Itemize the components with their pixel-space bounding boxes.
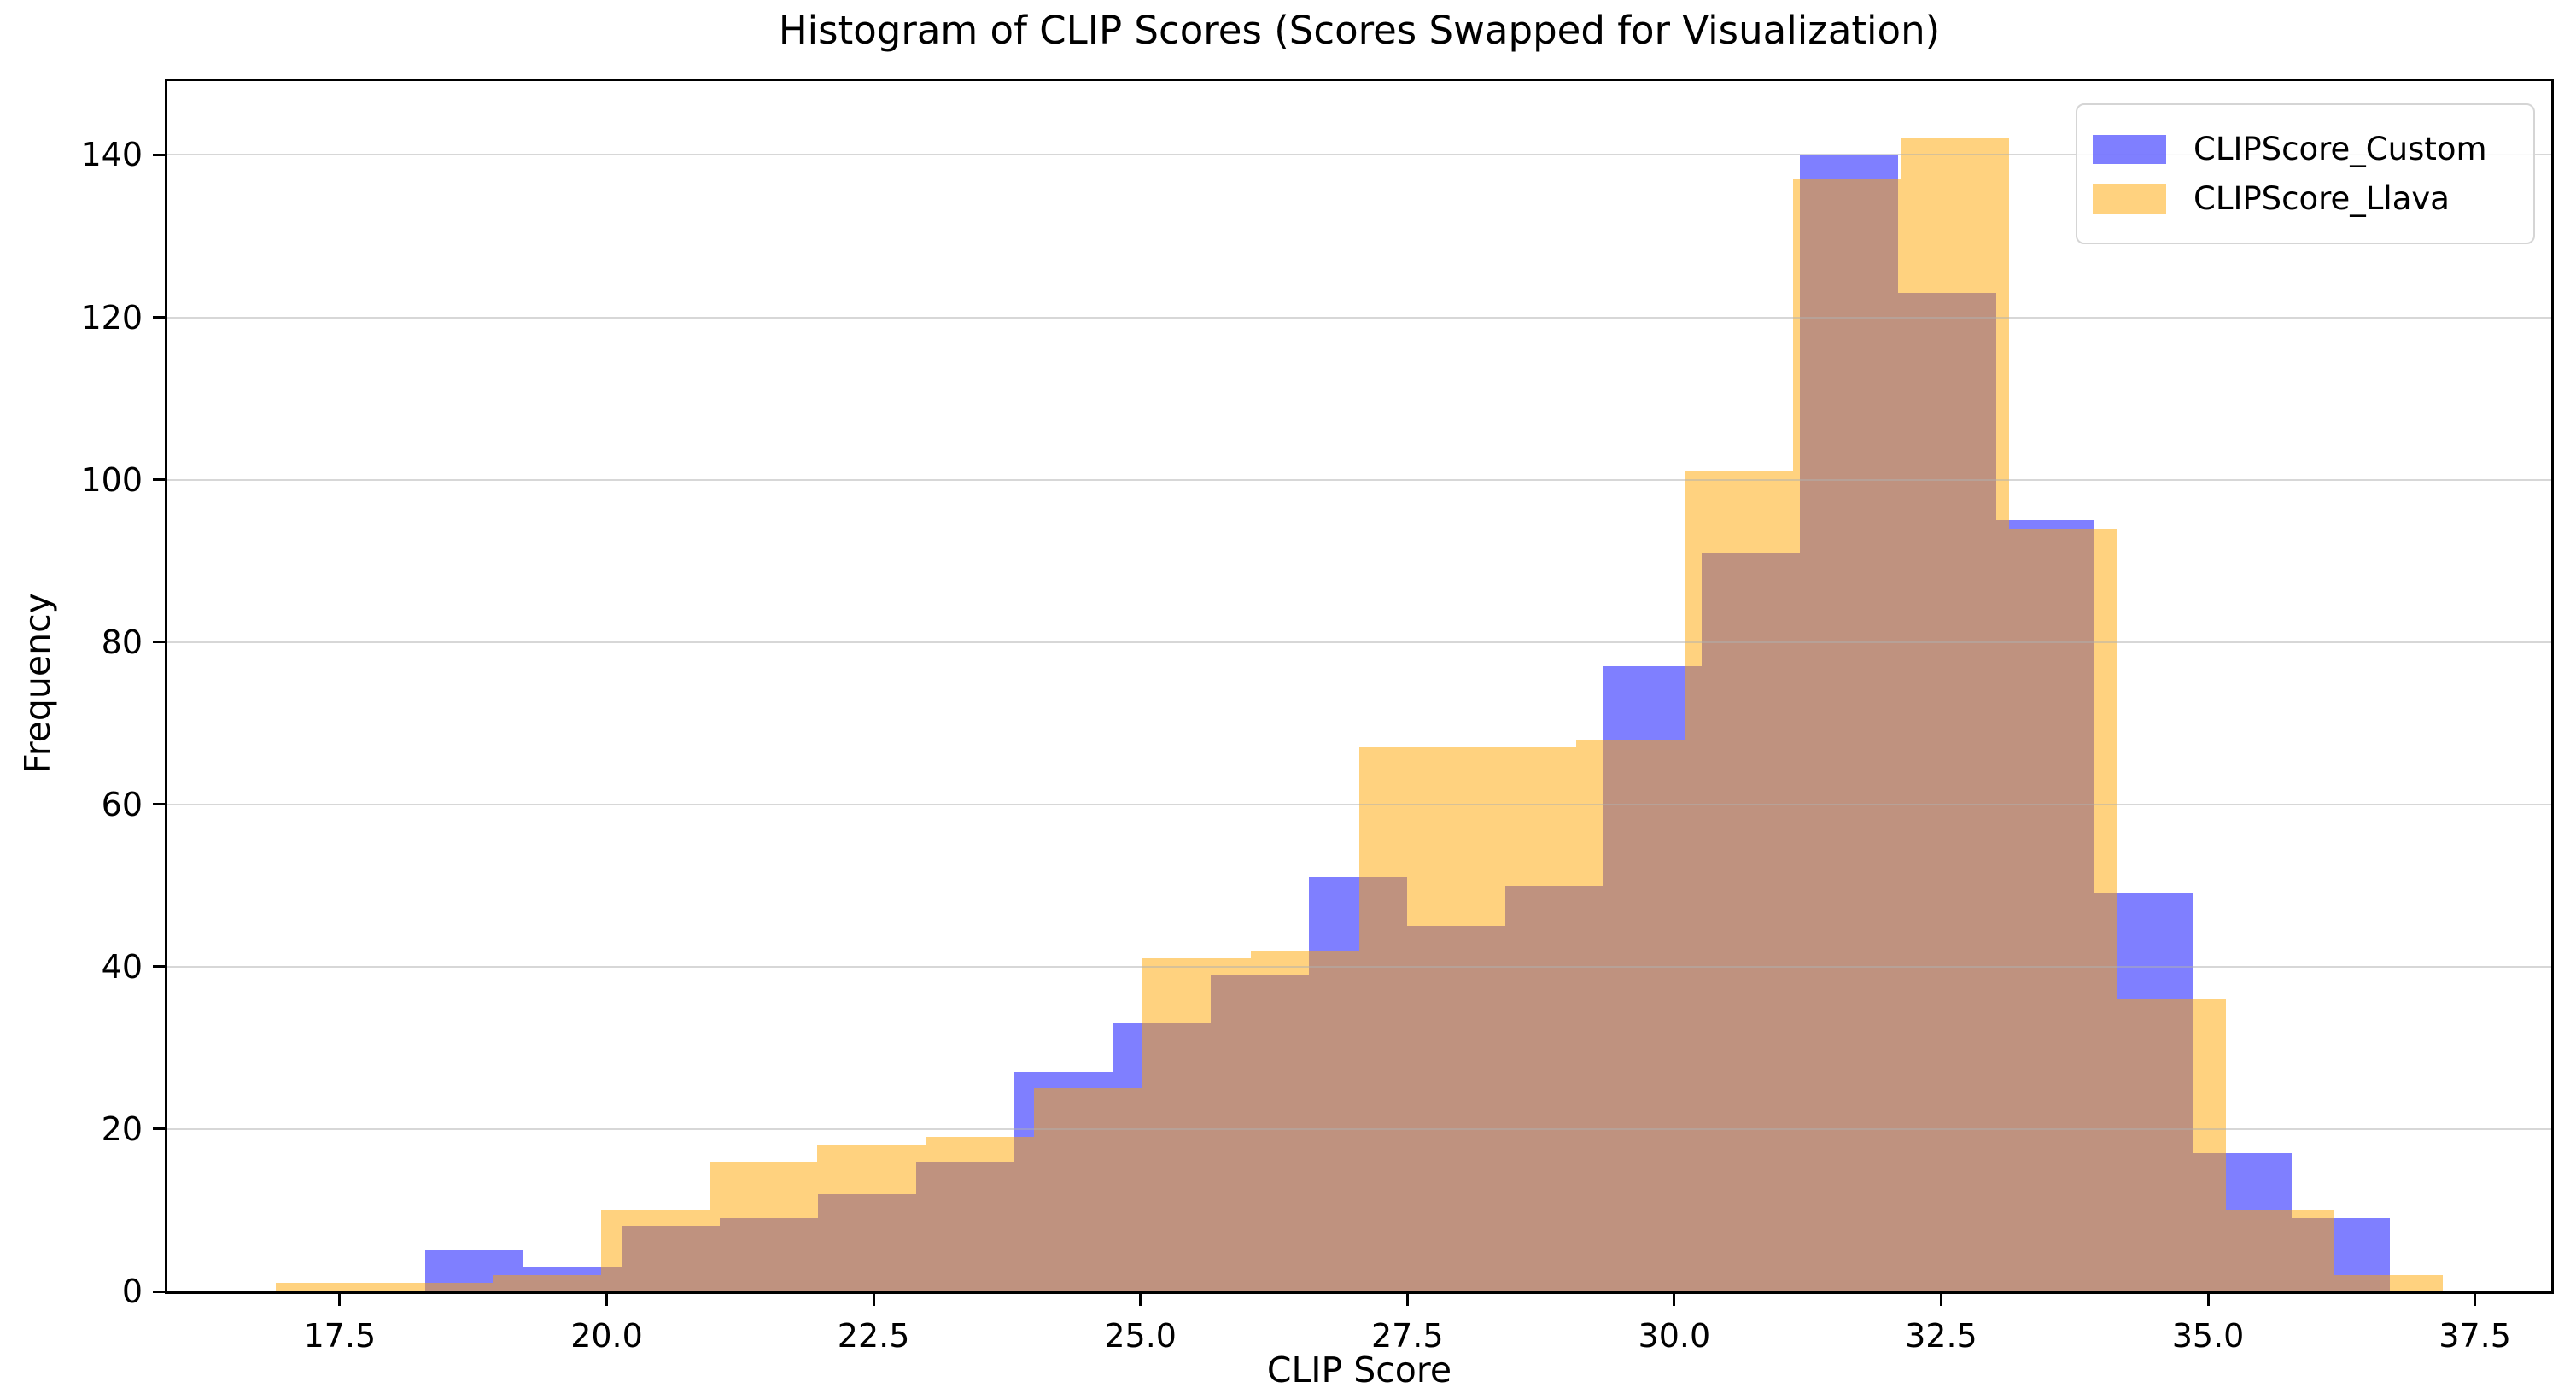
- x-tick-label-32.5: 32.5: [1905, 1317, 1977, 1355]
- gridline-y-100: [167, 478, 2551, 481]
- x-tick-label-25.0: 25.0: [1104, 1317, 1177, 1355]
- hist-bar-clipscore_llava-12: [1575, 739, 1685, 1291]
- left-spine: [165, 79, 167, 1294]
- x-tick-mark-17.5: [338, 1294, 342, 1306]
- y-tick-mark-60: [153, 803, 165, 806]
- hist-bar-clipscore_llava-1: [383, 1283, 493, 1291]
- y-tick-label-140: 140: [80, 136, 143, 174]
- y-tick-mark-120: [153, 316, 165, 319]
- bars-layer: [167, 81, 2551, 1291]
- plot-area: CLIPScore_Custom CLIPScore_Llava: [165, 79, 2554, 1294]
- x-tick-label-35.0: 35.0: [2171, 1317, 2245, 1355]
- hist-bar-clipscore_llava-8: [1142, 958, 1252, 1291]
- legend-swatch-custom: [2093, 134, 2166, 164]
- y-tick-label-40: 40: [101, 947, 143, 986]
- y-axis-label: Frequency: [17, 593, 58, 774]
- x-tick-label-30.0: 30.0: [1638, 1317, 1711, 1355]
- y-tick-label-100: 100: [80, 460, 143, 499]
- x-tick-mark-35.0: [2206, 1294, 2210, 1306]
- x-tick-mark-30.0: [1673, 1294, 1676, 1306]
- x-tick-mark-27.5: [1405, 1294, 1409, 1306]
- hist-bar-clipscore_llava-10: [1359, 747, 1468, 1291]
- hist-bar-clipscore_llava-17: [2117, 998, 2227, 1291]
- hist-bar-clipscore_llava-2: [492, 1274, 601, 1291]
- hist-bar-clipscore_llava-13: [1684, 471, 1793, 1291]
- hist-bar-clipscore_llava-9: [1251, 950, 1359, 1291]
- y-tick-label-60: 60: [101, 785, 143, 823]
- hist-bar-clipscore_llava-0: [275, 1283, 384, 1291]
- y-tick-label-20: 20: [101, 1109, 143, 1148]
- x-tick-mark-37.5: [2474, 1294, 2477, 1306]
- legend-item-llava: CLIPScore_Llava: [2093, 180, 2533, 218]
- x-tick-label-22.5: 22.5: [837, 1317, 910, 1355]
- hist-bar-clipscore_llava-7: [1034, 1088, 1143, 1291]
- y-tick-mark-40: [153, 965, 165, 969]
- y-tick-mark-100: [153, 478, 165, 482]
- hist-bar-clipscore_llava-18: [2226, 1209, 2335, 1291]
- hist-bar-clipscore_llava-15: [1901, 138, 2010, 1291]
- x-tick-mark-22.5: [872, 1294, 875, 1306]
- hist-bar-clipscore_llava-6: [926, 1137, 1035, 1291]
- x-tick-label-17.5: 17.5: [303, 1317, 377, 1355]
- gridline-y-60: [167, 803, 2551, 805]
- y-tick-mark-140: [153, 153, 165, 156]
- hist-bar-clipscore_llava-4: [709, 1161, 818, 1291]
- gridline-y-20: [167, 1127, 2551, 1130]
- bottom-spine: [165, 1291, 2554, 1294]
- y-tick-mark-80: [153, 641, 165, 644]
- hist-bar-clipscore_llava-16: [2009, 528, 2118, 1291]
- y-tick-mark-0: [153, 1290, 165, 1293]
- gridline-y-120: [167, 316, 2551, 319]
- x-tick-mark-25.0: [1139, 1294, 1142, 1306]
- right-spine: [2551, 79, 2554, 1294]
- hist-bar-clipscore_llava-11: [1467, 747, 1576, 1291]
- hist-bar-clipscore_llava-14: [1792, 179, 1901, 1291]
- top-spine: [165, 79, 2554, 81]
- hist-bar-clipscore_llava-3: [600, 1209, 710, 1291]
- y-tick-label-0: 0: [121, 1273, 143, 1310]
- chart-title: Histogram of CLIP Scores (Scores Swapped…: [778, 8, 1941, 53]
- legend-item-custom: CLIPScore_Custom: [2093, 131, 2533, 168]
- hist-bar-clipscore_llava-19: [2334, 1274, 2444, 1291]
- x-tick-mark-32.5: [1939, 1294, 1942, 1306]
- x-tick-label-37.5: 37.5: [2439, 1317, 2511, 1355]
- gridline-y-40: [167, 965, 2551, 968]
- x-axis-label: CLIP Score: [1266, 1349, 1452, 1390]
- gridline-y-140: [167, 154, 2551, 156]
- hist-bar-clipscore_llava-5: [817, 1144, 926, 1291]
- legend-label-llava: CLIPScore_Llava: [2193, 180, 2450, 217]
- gridline-y-80: [167, 641, 2551, 643]
- legend: CLIPScore_Custom CLIPScore_Llava: [2076, 103, 2535, 244]
- y-tick-label-120: 120: [80, 298, 143, 337]
- y-tick-label-80: 80: [101, 623, 143, 661]
- x-tick-label-20.0: 20.0: [570, 1317, 643, 1355]
- legend-swatch-llava: [2093, 184, 2166, 214]
- legend-label-custom: CLIPScore_Custom: [2193, 131, 2487, 167]
- y-tick-mark-20: [153, 1127, 165, 1131]
- x-tick-mark-20.0: [605, 1294, 608, 1306]
- x-tick-label-27.5: 27.5: [1370, 1317, 1444, 1355]
